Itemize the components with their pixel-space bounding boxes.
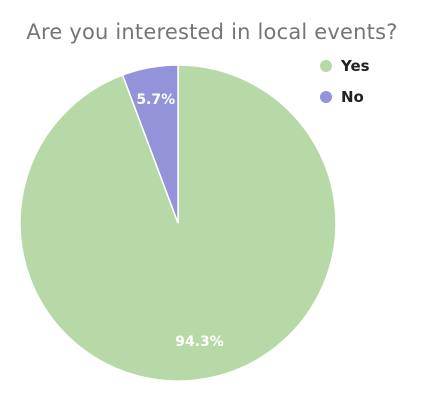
chart-title: Are you interested in local events?: [26, 20, 398, 44]
legend-swatch-no: [320, 91, 332, 103]
legend-item-no[interactable]: No: [320, 87, 370, 107]
legend-swatch-yes: [320, 60, 332, 72]
legend: Yes No: [320, 56, 370, 118]
data-label-no: 5.7%: [136, 92, 175, 108]
legend-label-no: No: [341, 88, 364, 106]
slice-no[interactable]: [121, 64, 179, 224]
data-label-yes: 94.3%: [175, 334, 224, 350]
legend-item-yes[interactable]: Yes: [320, 56, 370, 76]
legend-label-yes: Yes: [341, 57, 370, 75]
